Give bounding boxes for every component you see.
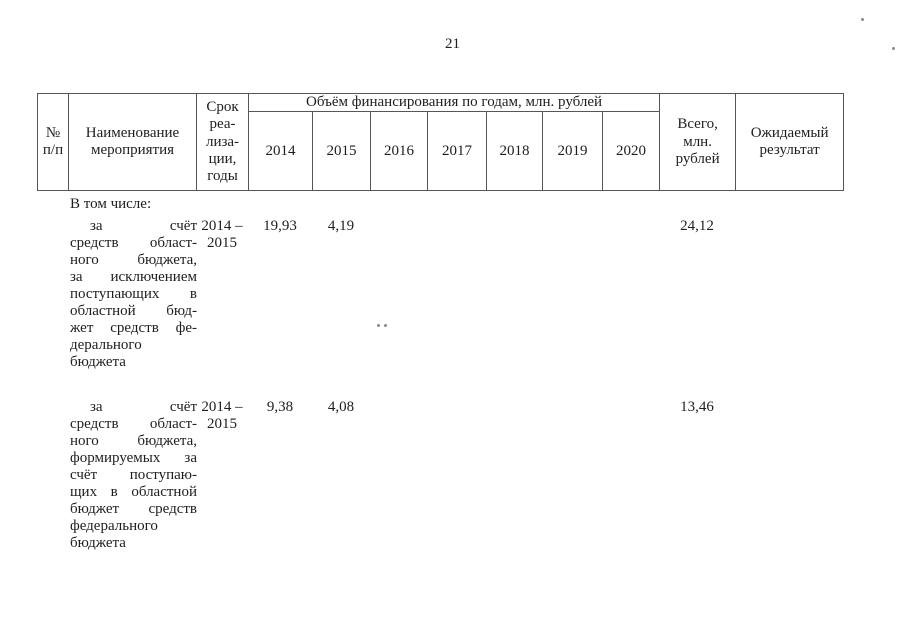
page-number: 21 (445, 36, 460, 52)
scan-speck (892, 47, 895, 50)
header-cell-expected-result: Ожидаемый результат (735, 92, 845, 192)
header-cell-year-2020: 2020 (601, 111, 661, 192)
header-cell-year-2015: 2015 (312, 111, 371, 192)
header-cell-total: Всего, млн. рублей (659, 92, 737, 192)
header-cell-year-2017: 2017 (427, 111, 487, 192)
header-cell-year-2018: 2018 (486, 111, 543, 192)
scan-speck (384, 324, 387, 327)
header-row-years: 2014 2015 2016 2017 2018 2019 2020 (38, 111, 844, 192)
scan-speck (861, 18, 864, 21)
header-row-group: № п/п Наименование мероприятия Срок реа-… (37, 92, 845, 192)
row-term: 2014 – 2015 (201, 399, 243, 432)
header-cell-name: Наименование мероприятия (68, 92, 197, 192)
header-cell-term: Срок реа- лиза- ции, годы (196, 92, 249, 192)
header-cell-year-2016: 2016 (370, 111, 428, 192)
row-value-2015: 4,08 (327, 399, 355, 415)
row-name: за счёт средств област- ного бюджета, фо… (70, 399, 197, 551)
header-cell-number: № п/п (37, 92, 69, 192)
row-value-2015: 4,19 (327, 218, 355, 234)
row-total: 13,46 (680, 399, 714, 415)
funding-table-header: № п/п Наименование мероприятия Срок реа-… (37, 92, 845, 192)
row-total: 24,12 (680, 218, 714, 234)
scan-speck (377, 324, 380, 327)
header-cell-year-2014: 2014 (248, 111, 313, 192)
row-value-2014: 9,38 (266, 399, 294, 415)
section-label: В том числе: (70, 196, 152, 212)
header-cell-year-2019: 2019 (542, 111, 603, 192)
row-term: 2014 – 2015 (201, 218, 243, 251)
row-value-2014: 19,93 (263, 218, 297, 234)
row-name: за счёт средств област- ного бюджета, за… (70, 218, 197, 370)
header-cell-funding-group: Объём финансирования по годам, млн. рубл… (247, 92, 661, 113)
